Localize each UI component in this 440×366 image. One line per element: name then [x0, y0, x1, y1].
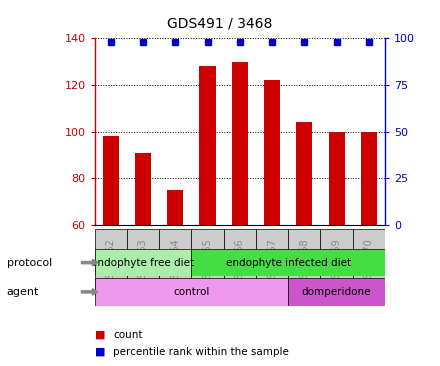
Text: protocol: protocol: [7, 258, 52, 268]
Text: GSM8664: GSM8664: [170, 238, 180, 284]
Bar: [103, 137, 119, 225]
Text: GSM8667: GSM8667: [267, 238, 277, 285]
Bar: [95, 249, 191, 276]
Bar: [288, 229, 320, 296]
Text: domperidone: domperidone: [302, 287, 371, 297]
Text: ■: ■: [95, 347, 105, 357]
Bar: [288, 278, 385, 306]
Bar: [191, 249, 385, 276]
Bar: [127, 229, 159, 296]
Text: GSM8666: GSM8666: [235, 238, 245, 284]
Text: GSM8663: GSM8663: [138, 238, 148, 284]
Bar: [353, 229, 385, 296]
Bar: [329, 132, 345, 225]
Bar: [232, 62, 248, 225]
Text: GDS491 / 3468: GDS491 / 3468: [167, 16, 273, 30]
Text: count: count: [113, 330, 143, 340]
Bar: [167, 190, 183, 225]
Text: GSM8670: GSM8670: [364, 238, 374, 285]
Text: ■: ■: [95, 330, 105, 340]
Text: GSM8669: GSM8669: [332, 238, 341, 284]
Bar: [191, 229, 224, 296]
Bar: [264, 81, 280, 225]
Bar: [224, 229, 256, 296]
Text: endophyte infected diet: endophyte infected diet: [226, 258, 351, 268]
Bar: [320, 229, 353, 296]
Text: GSM8662: GSM8662: [106, 238, 116, 285]
Bar: [256, 229, 288, 296]
Bar: [135, 153, 151, 225]
Bar: [361, 132, 377, 225]
Text: GSM8665: GSM8665: [202, 238, 213, 285]
Text: agent: agent: [7, 287, 39, 297]
Text: percentile rank within the sample: percentile rank within the sample: [113, 347, 289, 357]
Bar: [199, 66, 216, 225]
Text: control: control: [173, 287, 209, 297]
Bar: [296, 122, 312, 225]
Text: GSM8668: GSM8668: [299, 238, 309, 284]
Bar: [95, 229, 127, 296]
Bar: [159, 229, 191, 296]
Text: endophyte free diet: endophyte free diet: [92, 258, 194, 268]
Bar: [95, 278, 288, 306]
